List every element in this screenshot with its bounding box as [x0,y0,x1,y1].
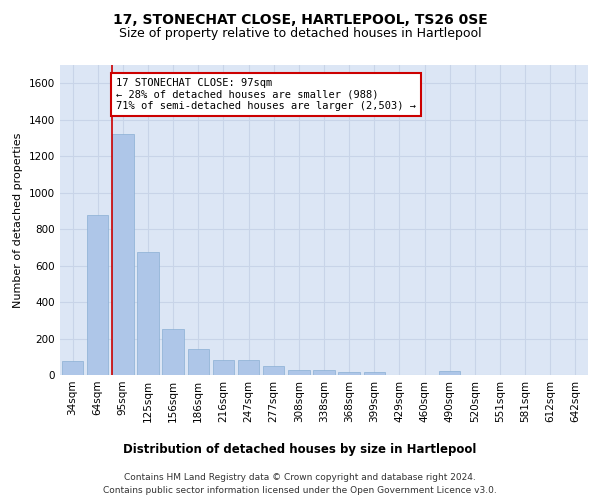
Text: Size of property relative to detached houses in Hartlepool: Size of property relative to detached ho… [119,28,481,40]
Bar [238,360,259,375]
Text: 17, STONECHAT CLOSE, HARTLEPOOL, TS26 0SE: 17, STONECHAT CLOSE, HARTLEPOOL, TS26 0S… [113,12,487,26]
Text: Contains public sector information licensed under the Open Government Licence v3: Contains public sector information licen… [103,486,497,495]
Bar [313,370,335,375]
Y-axis label: Number of detached properties: Number of detached properties [13,132,23,308]
Bar [263,366,284,375]
Bar [188,350,209,375]
Bar [288,370,310,375]
Text: Distribution of detached houses by size in Hartlepool: Distribution of detached houses by size … [124,442,476,456]
Bar [364,372,385,375]
Bar [163,330,184,375]
Text: 17 STONECHAT CLOSE: 97sqm
← 28% of detached houses are smaller (988)
71% of semi: 17 STONECHAT CLOSE: 97sqm ← 28% of detac… [116,78,416,111]
Bar [338,372,360,375]
Bar [112,134,134,375]
Bar [87,214,109,375]
Bar [439,372,460,375]
Bar [213,360,234,375]
Bar [137,252,158,375]
Text: Contains HM Land Registry data © Crown copyright and database right 2024.: Contains HM Land Registry data © Crown c… [124,472,476,482]
Bar [62,362,83,375]
